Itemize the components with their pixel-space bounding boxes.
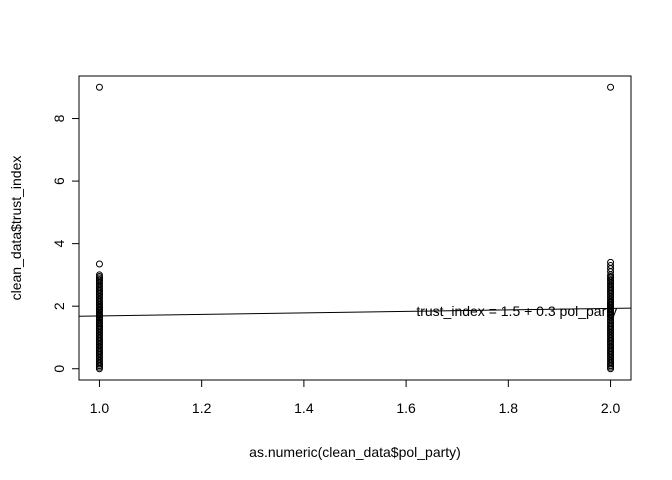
data-point [95,314,103,322]
x-tick-label: 1.4 [294,400,314,416]
x-tick-label: 1.6 [396,400,416,416]
regression-annotation: trust_index = 1.5 + 0.3 pol_party [416,303,617,319]
y-tick-label: 4 [51,240,67,248]
plot-box [78,75,632,381]
y-tick-label: 0 [51,365,67,373]
y-axis-label: clean_data$trust_index [8,156,24,301]
regression-line [78,307,632,317]
data-points [95,83,615,373]
data-point [607,311,615,319]
x-tick-label: 1.8 [499,400,519,416]
data-point [95,306,103,314]
data-point [95,323,103,331]
data-point [95,311,103,319]
data-point [95,83,103,91]
x-axis: 1.0 1.2 1.4 1.6 1.8 2.0 [90,379,621,416]
y-axis: 0 2 4 6 8 [51,114,80,373]
data-point [95,303,103,311]
y-tick-label: 6 [51,177,67,185]
x-tick-label: 2.0 [601,400,621,416]
data-point [95,318,103,326]
x-tick-label: 1.0 [90,400,110,416]
data-point [607,83,615,91]
y-tick-label: 8 [51,114,67,122]
data-point [95,260,103,268]
y-tick-label: 2 [51,302,67,310]
data-point [95,365,103,373]
x-tick-label: 1.2 [192,400,212,416]
x-axis-label: as.numeric(clean_data$pol_party) [249,444,461,460]
data-point [607,365,615,373]
